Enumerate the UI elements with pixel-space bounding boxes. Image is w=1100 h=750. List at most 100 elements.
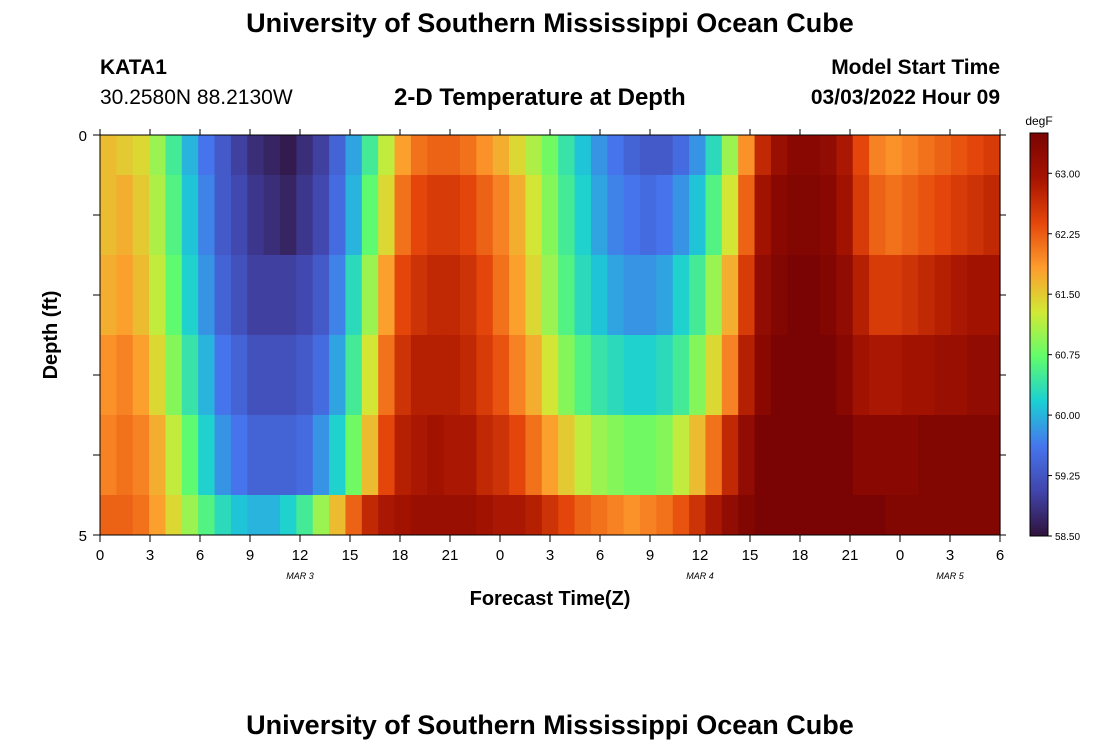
heatmap-cell (983, 335, 1001, 416)
heatmap-cell (296, 175, 314, 256)
heatmap-cell (656, 495, 674, 536)
heatmap-cell (345, 255, 363, 336)
heatmap-cell (394, 335, 412, 416)
heatmap-cell (820, 135, 837, 176)
x-tick-label: 3 (546, 547, 554, 564)
heatmap-cell (689, 335, 707, 416)
heatmap-cell (460, 255, 477, 336)
heatmap-cell (410, 335, 428, 416)
x-tick-label: 6 (196, 547, 204, 564)
heatmap-cell (640, 415, 657, 496)
heatmap-cell (214, 495, 232, 536)
heatmap-cell (885, 495, 903, 536)
heatmap-cell (476, 495, 494, 536)
model-start-value: 03/03/2022 Hour 09 (810, 86, 1000, 109)
heatmap-cell (394, 175, 412, 256)
heatmap-cell (689, 175, 707, 256)
x-tick-label: 0 (496, 547, 504, 564)
heatmap-cell (427, 495, 445, 536)
heatmap-cell (590, 415, 608, 496)
heatmap-cell (656, 175, 674, 256)
heatmap-cell (525, 415, 543, 496)
heatmap-cell (934, 495, 952, 536)
heatmap-cell (836, 335, 854, 416)
heatmap-cell (149, 495, 167, 536)
heatmap-cell (623, 175, 641, 256)
heatmap-cell (918, 175, 936, 256)
heatmap-cell (100, 415, 117, 496)
heatmap-cell (525, 175, 543, 256)
heatmap-cell (296, 255, 314, 336)
heatmap-cell (460, 175, 477, 256)
heatmap-cell (787, 255, 805, 336)
heatmap-cell (116, 415, 134, 496)
heatmap-cell (754, 335, 772, 416)
heatmap-cell (852, 255, 870, 336)
heatmap-cell (803, 135, 821, 176)
y-tick-label: 0 (79, 128, 87, 145)
heatmap-cell (247, 255, 265, 336)
heatmap-cell (787, 415, 805, 496)
x-tick-label: 3 (146, 547, 154, 564)
heatmap-cell (149, 415, 167, 496)
x-axis-label: Forecast Time(Z) (470, 588, 631, 610)
heatmap-cell (214, 135, 232, 176)
heatmap-cell (672, 495, 690, 536)
heatmap-cell (754, 135, 772, 176)
heatmap-cell (820, 255, 837, 336)
heatmap-cell (672, 335, 690, 416)
heatmap-cell (607, 335, 625, 416)
heatmap-cell (558, 175, 576, 256)
heatmap-cell (296, 495, 314, 536)
heatmap-cell (721, 255, 739, 336)
heatmap-cell (149, 135, 167, 176)
heatmap-cell (230, 255, 248, 336)
heatmap-cell (116, 175, 134, 256)
heatmap-cell (345, 495, 363, 536)
heatmap-cell (672, 415, 690, 496)
heatmap-cell (329, 335, 347, 416)
colorbar-tick-label: 58.50 (1055, 532, 1080, 543)
heatmap-cell (541, 135, 559, 176)
heatmap-cell (132, 415, 150, 496)
heatmap-cell (230, 415, 248, 496)
heatmap-cell (230, 335, 248, 416)
heatmap-cell (410, 495, 428, 536)
heatmap-cell (574, 135, 592, 176)
colorbar-tick-label: 62.25 (1055, 230, 1080, 241)
x-tick-label: 21 (842, 547, 859, 564)
heatmap-cell (656, 135, 674, 176)
y-tick-label: 5 (79, 528, 87, 545)
heatmap-cell (885, 135, 903, 176)
heatmap-cell (918, 135, 936, 176)
heatmap-cell (574, 175, 592, 256)
heatmap-cell (509, 495, 527, 536)
x-tick-label: 15 (342, 547, 359, 564)
colorbar-scale (1029, 132, 1049, 537)
heatmap-cell (443, 495, 461, 536)
heatmap-cell (721, 335, 739, 416)
heatmap-cell (492, 175, 510, 256)
heatmap-cell (296, 415, 314, 496)
heatmap-cell (869, 335, 887, 416)
heatmap-cell (247, 135, 265, 176)
heatmap-cell (656, 255, 674, 336)
heatmap-cell (967, 175, 985, 256)
heatmap-cell (950, 415, 968, 496)
heatmap-cell (345, 135, 363, 176)
heatmap-cell (689, 135, 707, 176)
heatmap-cell (623, 255, 641, 336)
heatmap-cell (885, 335, 903, 416)
heatmap-cell (198, 335, 216, 416)
heatmap-cell (672, 175, 690, 256)
heatmap-cell (116, 495, 134, 536)
heatmap-cell (967, 135, 985, 176)
heatmap-cell (165, 255, 183, 336)
heatmap-cell (525, 255, 543, 336)
heatmap-cell (950, 255, 968, 336)
heatmap-cell (329, 255, 347, 336)
heatmap-cell (852, 495, 870, 536)
heatmap-cell (345, 415, 363, 496)
heatmap-cell (492, 415, 510, 496)
heatmap-cell (460, 415, 477, 496)
